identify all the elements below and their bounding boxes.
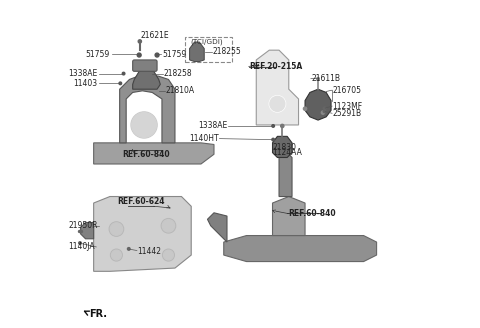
Text: REF.60-840: REF.60-840: [122, 150, 169, 159]
Circle shape: [137, 53, 141, 57]
Text: 1338AE: 1338AE: [198, 121, 228, 131]
Circle shape: [321, 111, 324, 114]
Text: REF.60-840: REF.60-840: [288, 209, 336, 218]
Polygon shape: [120, 74, 175, 143]
Circle shape: [131, 112, 157, 138]
Circle shape: [272, 125, 275, 127]
Circle shape: [119, 82, 121, 85]
Circle shape: [303, 107, 307, 110]
Text: 218258: 218258: [164, 69, 192, 78]
Text: 1123MF: 1123MF: [333, 102, 363, 111]
Polygon shape: [81, 222, 94, 239]
Circle shape: [162, 220, 175, 232]
Polygon shape: [207, 213, 227, 242]
Text: 1140JA: 1140JA: [69, 242, 95, 252]
Circle shape: [163, 249, 174, 261]
Polygon shape: [190, 42, 204, 62]
Polygon shape: [224, 236, 377, 261]
Text: 21950R: 21950R: [68, 221, 97, 230]
Circle shape: [161, 219, 176, 233]
Polygon shape: [256, 50, 299, 125]
Circle shape: [317, 77, 319, 80]
Text: FR.: FR.: [89, 309, 107, 318]
Circle shape: [111, 250, 121, 260]
Circle shape: [272, 138, 275, 141]
Polygon shape: [273, 196, 305, 236]
Circle shape: [281, 124, 284, 128]
Text: 21611B: 21611B: [312, 74, 340, 83]
Circle shape: [138, 40, 142, 43]
Circle shape: [132, 113, 156, 137]
Text: 216705: 216705: [333, 86, 362, 95]
FancyBboxPatch shape: [132, 60, 157, 71]
Polygon shape: [305, 89, 331, 120]
Text: 21810A: 21810A: [165, 86, 194, 95]
Polygon shape: [273, 136, 292, 157]
Text: 25291B: 25291B: [333, 109, 362, 118]
Text: 11403: 11403: [73, 79, 97, 88]
Text: 51759: 51759: [162, 50, 186, 59]
Text: 51759: 51759: [85, 50, 110, 59]
Text: 21830: 21830: [273, 143, 297, 152]
Polygon shape: [132, 68, 160, 89]
Polygon shape: [94, 143, 214, 164]
Text: 1124AA: 1124AA: [273, 148, 302, 157]
Text: REF.60-624: REF.60-624: [117, 196, 165, 206]
Bar: [185, 37, 232, 62]
Circle shape: [323, 107, 326, 110]
Circle shape: [79, 242, 81, 244]
Circle shape: [164, 250, 173, 260]
Polygon shape: [94, 196, 191, 271]
Circle shape: [128, 248, 130, 250]
Circle shape: [122, 72, 125, 75]
Text: 21621E: 21621E: [141, 31, 169, 40]
Polygon shape: [279, 151, 292, 196]
Text: 1140HT: 1140HT: [189, 134, 219, 143]
Circle shape: [109, 222, 123, 236]
Circle shape: [110, 249, 122, 261]
Circle shape: [323, 110, 326, 113]
Circle shape: [270, 96, 285, 111]
Text: 218255: 218255: [212, 47, 241, 56]
Circle shape: [110, 223, 122, 235]
Circle shape: [155, 53, 159, 57]
Text: 11442: 11442: [138, 247, 162, 256]
Circle shape: [269, 96, 286, 112]
Text: REF.20-215A: REF.20-215A: [249, 62, 302, 71]
Text: 1338AE: 1338AE: [68, 69, 97, 78]
Text: (TCI/GDI): (TCI/GDI): [190, 38, 223, 45]
